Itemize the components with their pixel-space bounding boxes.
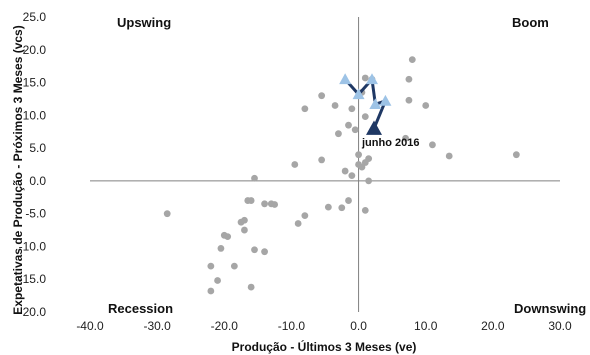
data-point [261,248,268,256]
data-point [345,121,352,129]
data-point [331,102,339,109]
quadrant-label-recession: Recession [108,301,173,316]
data-point [345,197,352,204]
y-tick-label: 20.0 [23,43,47,57]
data-point [301,212,309,220]
x-tick-label: -20.0 [211,319,239,333]
y-tick-label: -15.0 [19,272,47,286]
trail-line [344,77,387,130]
data-point [429,141,436,149]
axes [90,17,560,312]
data-point [247,283,255,291]
data-point [247,197,255,204]
tick-labels: -40.0 -30.0 -20.0 -10.0 0.0 10.0 20.0 30.0 -20.0… [19,10,572,333]
data-point [348,105,356,113]
y-tick-label: -10.0 [19,239,47,253]
x-tick-label: 20.0 [481,319,505,333]
trail-marker [366,73,378,85]
data-point [324,203,332,211]
data-point [241,216,248,224]
trail-marker [369,98,382,109]
x-tick-label: -30.0 [143,319,171,333]
data-point [365,177,373,185]
quadrant-label-downswing: Downswing [514,301,586,316]
y-tick-label: -5.0 [25,207,46,221]
recent-trail [339,73,392,135]
data-point [217,245,225,252]
x-tick-label: -40.0 [76,319,104,333]
x-tick-label: 0.0 [350,319,367,333]
data-point [402,134,409,142]
data-point [361,206,369,214]
y-tick-label: 25.0 [23,10,47,24]
data-point [361,74,369,82]
trail-marker [379,94,392,106]
data-point [335,130,342,138]
latest-marker [366,120,383,135]
data-point [355,151,362,159]
data-point [318,92,326,100]
data-point [224,233,232,241]
data-point [361,113,369,121]
data-point [341,167,349,175]
data-point [271,201,279,208]
trail-marker [339,73,352,85]
data-point [405,75,413,83]
y-tick-label: -20.0 [19,305,47,319]
data-point [251,246,258,254]
data-point [348,172,356,180]
data-point [207,287,215,295]
data-point [301,105,309,113]
x-tick-label: 30.0 [548,319,572,333]
scatter-points [163,56,520,295]
x-tick-label: -10.0 [278,319,306,333]
data-point [294,220,302,227]
y-tick-label: 0.0 [29,174,46,188]
data-point [261,200,268,208]
data-point [163,210,171,218]
quadrant-label-boom: Boom [512,15,549,30]
data-point [365,155,373,163]
data-point [408,56,416,64]
data-point [422,102,430,109]
data-point [241,226,248,234]
data-point [405,96,413,104]
data-point [445,152,453,160]
data-point [207,262,215,270]
data-point [291,161,299,168]
y-tick-label: 15.0 [23,76,47,90]
data-point [512,151,520,159]
y-tick-label: 10.0 [23,108,47,122]
trail-marker [352,88,365,100]
data-point [351,126,359,134]
data-point [318,156,326,164]
x-axis-title: Produção - Últimos 3 Meses (ve) [232,339,417,354]
y-tick-label: 5.0 [29,141,46,155]
data-point [251,174,258,182]
annotation-june-2016: junho 2016 [361,137,419,149]
y-axis-title: Expetativas de Produção - Próximos 3 Mes… [11,25,25,314]
quadrant-label-upswing: Upswing [117,15,171,30]
x-tick-label: 10.0 [414,319,438,333]
data-point [230,262,238,270]
data-point [338,204,346,212]
data-point [214,277,221,284]
